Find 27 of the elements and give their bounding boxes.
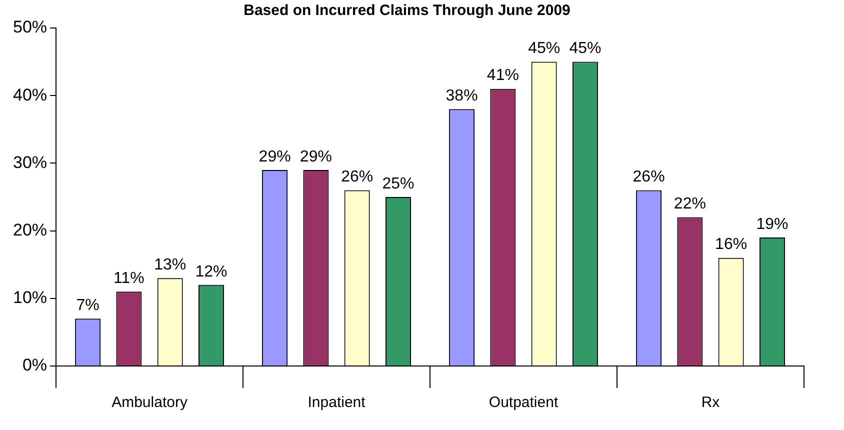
y-tick-label: 0% — [22, 356, 48, 375]
y-tick-label: 10% — [12, 288, 48, 308]
data-label: 41% — [486, 67, 519, 84]
data-label: 16% — [715, 236, 748, 254]
data-label: 19% — [756, 216, 788, 233]
data-label: 7% — [76, 297, 100, 314]
data-label: 29% — [300, 148, 332, 166]
data-label: 45% — [569, 40, 602, 58]
y-tick-label: 50% — [12, 18, 48, 37]
data-label: 29% — [258, 148, 291, 166]
x-tick-label: Ambulatory — [112, 394, 188, 412]
data-label: 22% — [674, 196, 706, 213]
y-tick-label: 40% — [12, 85, 48, 104]
y-tick-label: 20% — [12, 220, 48, 240]
data-label: 26% — [632, 168, 665, 186]
data-label: 13% — [154, 256, 186, 274]
data-label: 45% — [528, 40, 560, 58]
data-label: 11% — [114, 270, 144, 288]
data-label: 26% — [341, 168, 374, 186]
chart-title: Based on Incurred Claims Through June 2009 — [244, 2, 570, 20]
data-label: 12% — [195, 263, 228, 280]
data-label: 38% — [446, 88, 478, 105]
y-tick-label: 30% — [12, 152, 48, 172]
x-tick-label: Outpatient — [488, 394, 559, 412]
data-label: 25% — [382, 175, 414, 192]
x-tick-label: Rx — [701, 394, 720, 412]
x-tick-label: Inpatient — [308, 394, 366, 412]
